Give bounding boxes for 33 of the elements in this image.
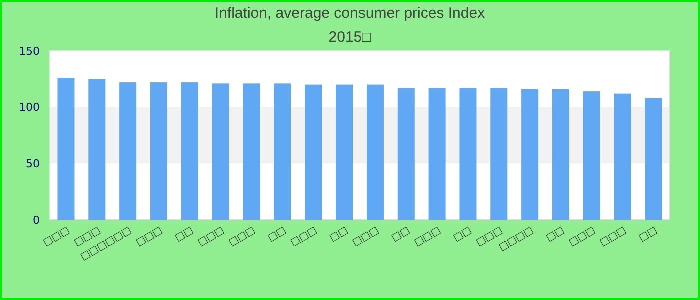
bar	[490, 88, 508, 220]
chart-subtitle: 2015□	[328, 29, 372, 46]
bar	[645, 98, 662, 220]
chart-title: Inflation, average consumer prices Index	[214, 5, 486, 22]
bar	[120, 82, 137, 220]
bar	[274, 84, 292, 220]
x-tick-label: □□	[452, 225, 474, 244]
y-tick-label: 0	[33, 214, 40, 227]
bar	[58, 78, 75, 220]
x-tick-label: □□	[390, 225, 412, 244]
x-tick-label: □□	[266, 225, 288, 244]
y-tick-label: 150	[19, 44, 40, 58]
bar	[305, 84, 322, 220]
bar	[583, 92, 600, 220]
bar	[522, 89, 539, 220]
bar	[336, 84, 354, 220]
y-tick-label: 100	[19, 101, 40, 114]
bar	[428, 88, 446, 220]
bar	[398, 88, 415, 220]
bar	[88, 79, 106, 220]
bar	[150, 82, 168, 220]
bar	[460, 88, 477, 220]
x-tick-label: □□	[328, 225, 350, 244]
x-tick-label: □□	[544, 225, 566, 244]
bar	[181, 82, 198, 220]
x-tick-label: □□	[637, 225, 660, 244]
bar	[243, 84, 260, 220]
bar	[614, 94, 632, 220]
bar	[366, 84, 384, 220]
bar	[212, 84, 230, 220]
x-tick-label: □□	[174, 225, 196, 244]
y-tick-label: 50	[26, 158, 40, 171]
bar	[552, 89, 570, 220]
